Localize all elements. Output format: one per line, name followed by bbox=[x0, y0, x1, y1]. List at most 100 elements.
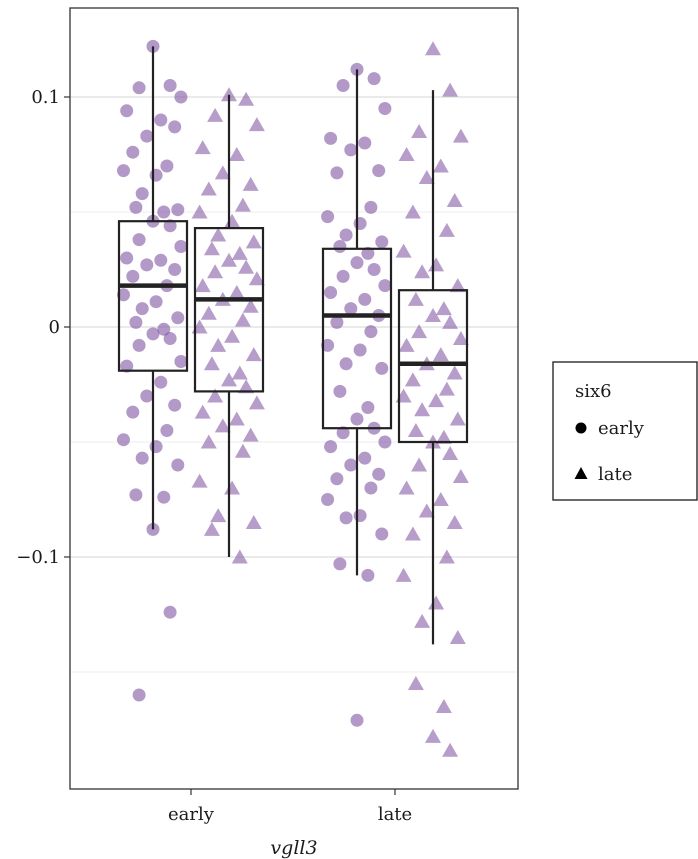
data-point-triangle bbox=[404, 372, 421, 387]
data-point-triangle bbox=[442, 742, 459, 757]
data-point-triangle bbox=[452, 128, 469, 143]
data-point-triangle bbox=[200, 305, 217, 320]
data-point-circle bbox=[174, 355, 188, 368]
data-point-triangle bbox=[446, 515, 463, 529]
data-point-triangle bbox=[442, 314, 459, 329]
data-point-triangle bbox=[200, 434, 217, 449]
data-point-triangle bbox=[395, 567, 412, 582]
data-point-circle bbox=[378, 435, 392, 449]
plot-panel-border bbox=[69, 7, 519, 790]
legend: six6 early late bbox=[552, 361, 698, 501]
data-point-triangle bbox=[245, 515, 262, 529]
data-point-circle bbox=[132, 233, 146, 247]
data-point-triangle bbox=[245, 347, 262, 362]
legend-title: six6 bbox=[575, 381, 612, 402]
data-point-triangle bbox=[404, 526, 421, 541]
data-point-circle bbox=[339, 228, 353, 242]
data-point-triangle bbox=[242, 427, 259, 442]
data-point-triangle bbox=[452, 331, 469, 345]
data-point-triangle bbox=[210, 337, 227, 352]
data-point-circle bbox=[364, 325, 378, 339]
data-point-triangle bbox=[418, 503, 435, 518]
box-iqr bbox=[397, 289, 469, 444]
data-point-triangle bbox=[428, 257, 445, 272]
data-point-circle bbox=[120, 104, 134, 118]
data-point-circle bbox=[163, 79, 177, 92]
data-point-circle bbox=[361, 568, 375, 582]
data-point-triangle bbox=[398, 337, 415, 352]
data-point-circle bbox=[171, 311, 185, 325]
data-point-triangle bbox=[234, 312, 251, 327]
data-point-triangle bbox=[248, 271, 265, 286]
data-point-circle bbox=[171, 458, 185, 472]
data-point-circle bbox=[358, 292, 372, 306]
data-point-triangle bbox=[435, 699, 452, 713]
data-point-triangle bbox=[414, 613, 431, 628]
data-point-triangle bbox=[242, 176, 259, 191]
data-point-circle bbox=[353, 217, 367, 230]
data-point-circle bbox=[135, 302, 149, 316]
data-point-circle bbox=[375, 361, 389, 375]
data-point-triangle bbox=[231, 245, 248, 260]
data-point-circle bbox=[321, 493, 335, 506]
data-point-triangle bbox=[449, 278, 466, 293]
data-point-triangle bbox=[449, 630, 466, 644]
data-point-circle bbox=[157, 490, 171, 504]
data-point-circle bbox=[126, 269, 140, 283]
data-point-triangle bbox=[245, 234, 262, 249]
data-point-circle bbox=[344, 458, 358, 472]
data-point-circle bbox=[353, 509, 367, 523]
y-tick-label: −0.1 bbox=[16, 547, 60, 568]
data-point-triangle bbox=[404, 204, 421, 219]
data-point-triangle bbox=[194, 278, 211, 293]
legend-label-early: early bbox=[598, 418, 645, 439]
data-point-circle bbox=[146, 327, 160, 341]
data-point-triangle bbox=[231, 365, 248, 380]
data-point-triangle bbox=[221, 252, 237, 267]
data-point-circle bbox=[353, 343, 367, 357]
data-point-circle bbox=[372, 467, 386, 481]
box-iqr bbox=[193, 227, 265, 393]
data-point-circle bbox=[132, 81, 146, 95]
data-point-circle bbox=[333, 384, 347, 398]
data-point-triangle bbox=[224, 480, 241, 495]
data-point-circle bbox=[154, 253, 168, 267]
data-point-circle bbox=[375, 235, 389, 249]
data-point-circle bbox=[372, 164, 386, 178]
data-point-triangle bbox=[407, 291, 424, 306]
data-point-circle bbox=[336, 269, 350, 283]
data-point-triangle bbox=[228, 147, 245, 161]
data-point-triangle bbox=[203, 241, 220, 256]
data-point-triangle bbox=[194, 140, 211, 155]
data-point-circle bbox=[358, 136, 372, 150]
y-tick-label: 0 bbox=[49, 317, 60, 338]
data-point-triangle bbox=[200, 181, 217, 196]
data-point-triangle bbox=[435, 301, 452, 316]
data-point-triangle bbox=[203, 521, 220, 536]
data-point-triangle bbox=[203, 356, 220, 371]
data-point-triangle bbox=[438, 222, 455, 237]
data-point-triangle bbox=[207, 264, 224, 279]
data-point-triangle bbox=[432, 158, 449, 173]
data-point-circle bbox=[361, 401, 375, 414]
data-point-triangle bbox=[221, 87, 237, 102]
data-point-circle bbox=[364, 200, 378, 214]
data-point-circle bbox=[378, 279, 392, 293]
data-point-triangle bbox=[228, 285, 245, 299]
data-point-circle bbox=[333, 557, 347, 571]
data-point-circle bbox=[160, 424, 174, 437]
data-point-circle bbox=[120, 251, 134, 265]
legend-triangle-icon bbox=[574, 467, 588, 479]
x-tick-label: late bbox=[378, 804, 412, 825]
data-point-triangle bbox=[207, 107, 224, 122]
data-point-triangle bbox=[238, 91, 255, 106]
data-point-triangle bbox=[214, 418, 231, 433]
data-point-circle bbox=[117, 288, 130, 302]
data-point-triangle bbox=[248, 395, 265, 410]
data-point-triangle bbox=[438, 381, 455, 396]
data-point-circle bbox=[160, 159, 174, 173]
data-point-circle bbox=[135, 451, 149, 465]
data-point-circle bbox=[350, 256, 364, 270]
data-point-triangle bbox=[432, 492, 449, 506]
